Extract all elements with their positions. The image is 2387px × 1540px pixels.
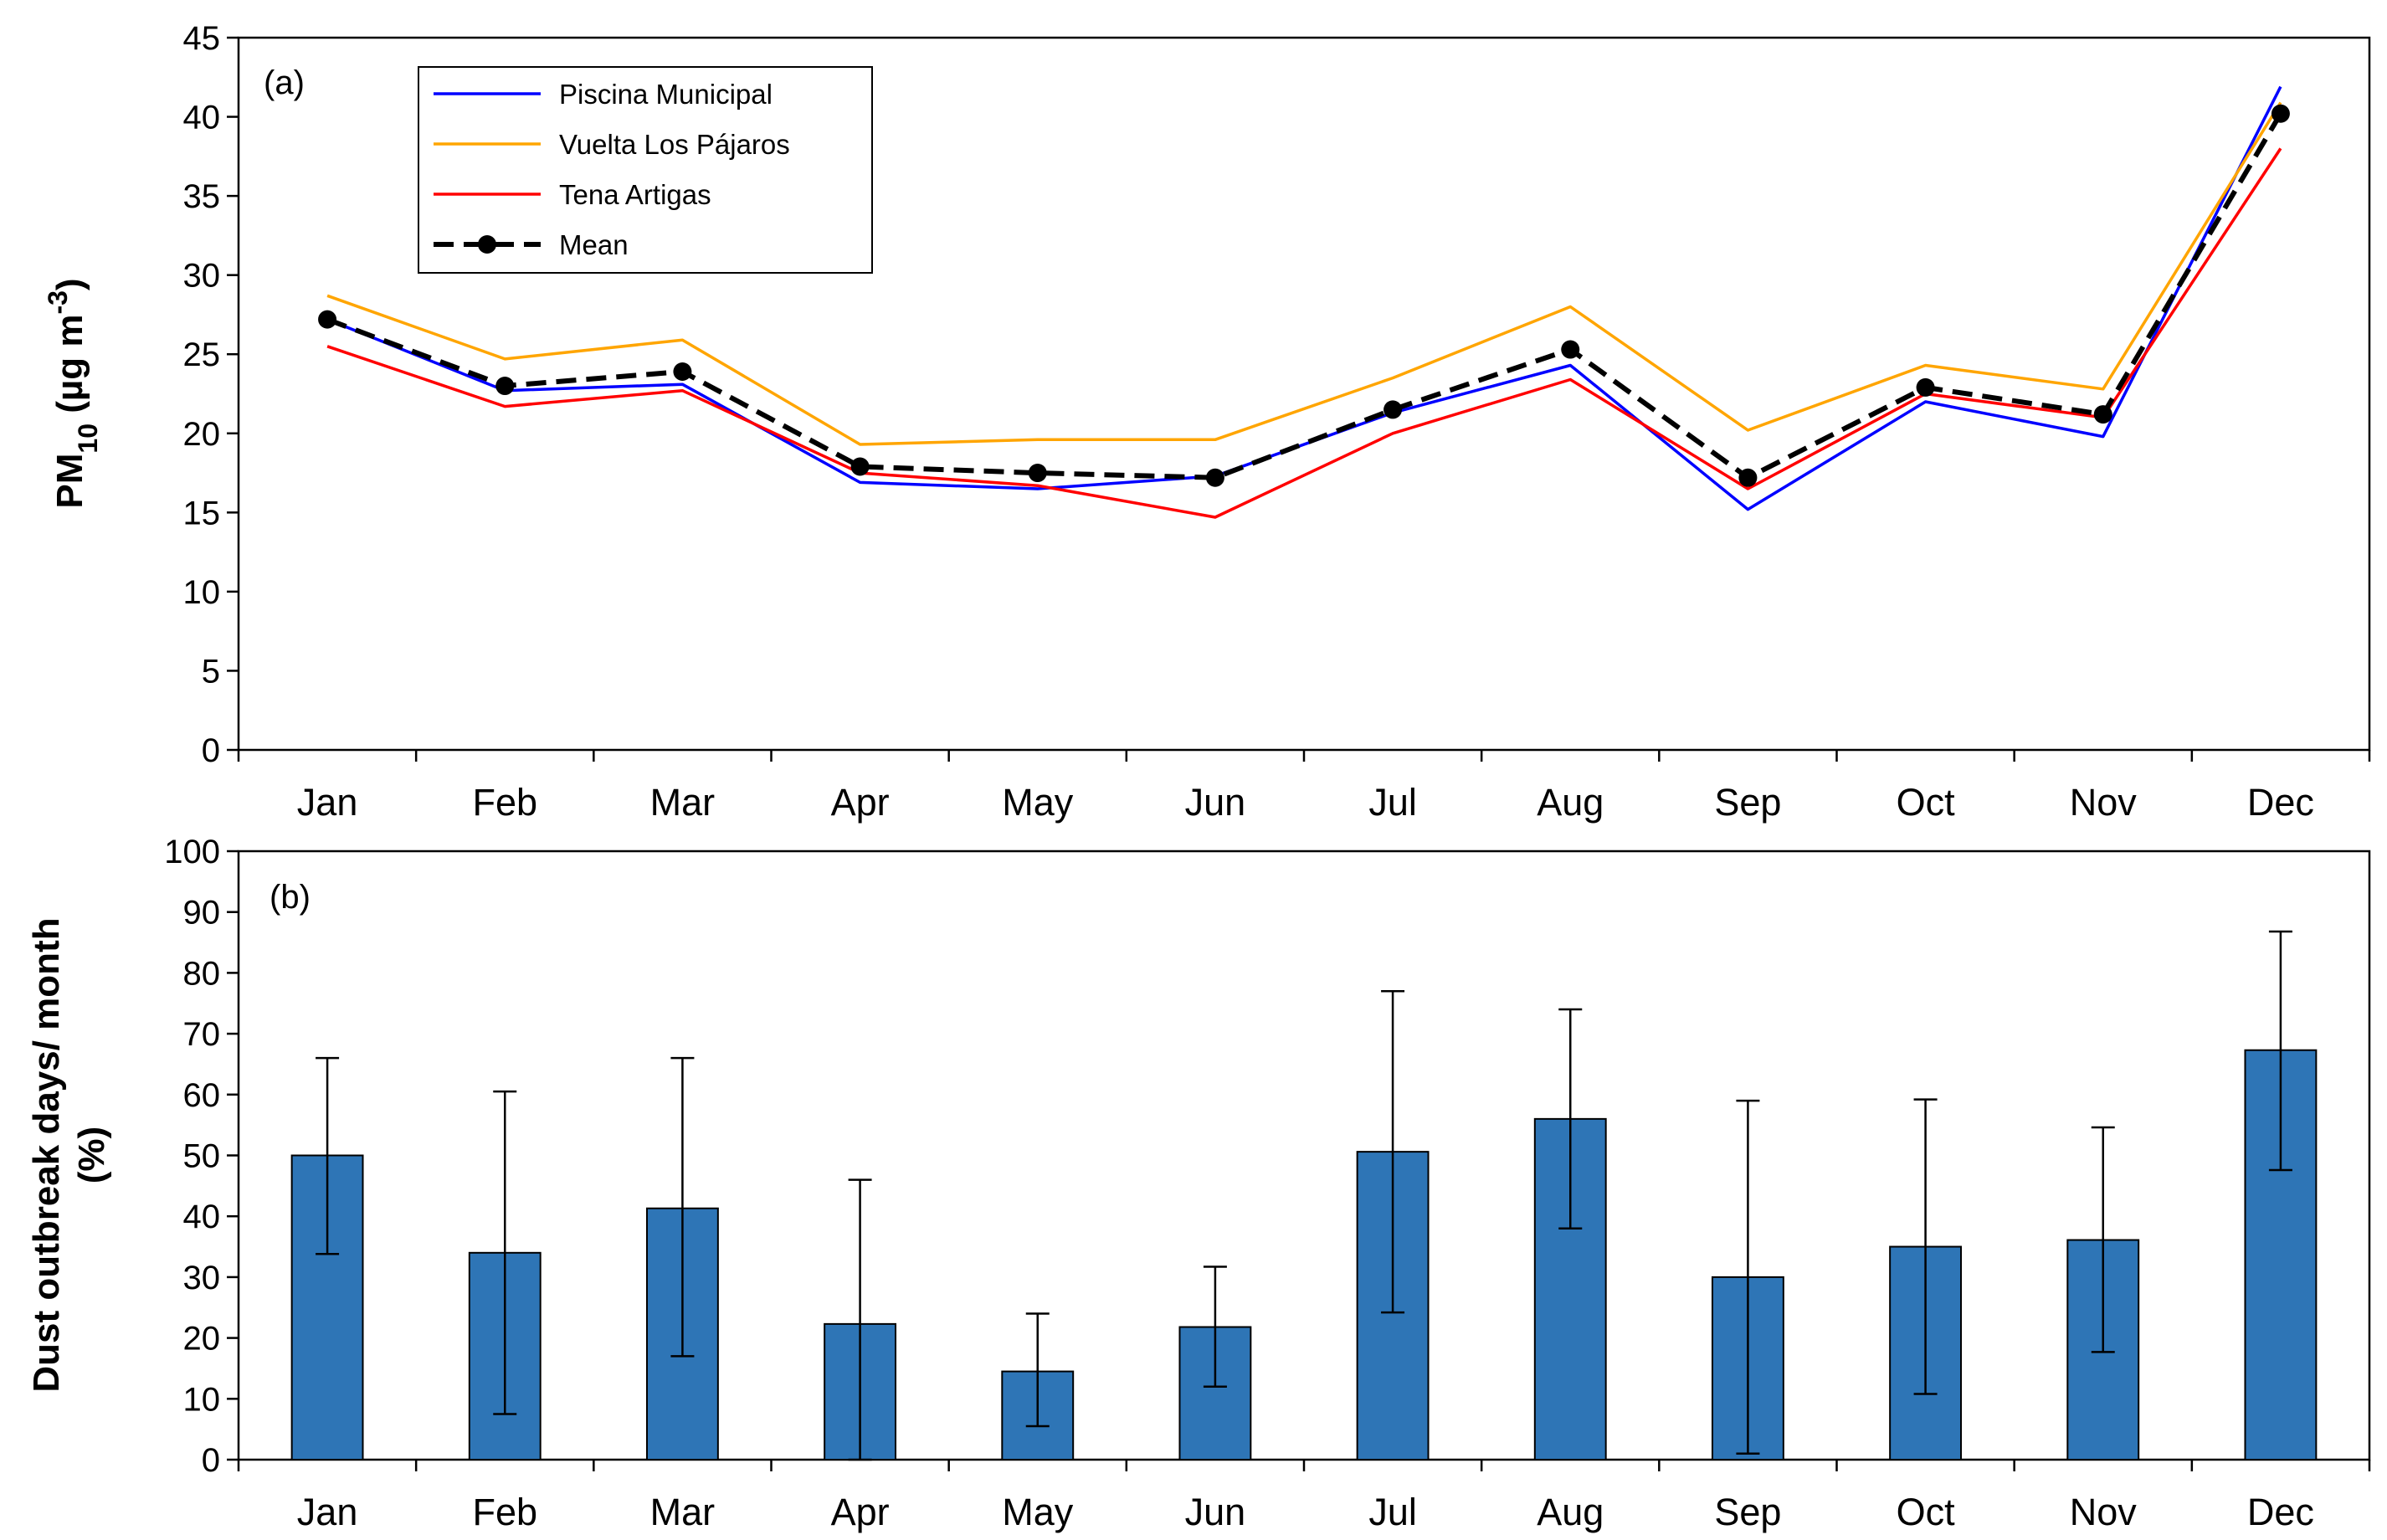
x-tick-label-dec: Dec (2247, 781, 2314, 824)
panel-a-legend: Piscina Municipal Vuelta Los Pájaros Tena … (418, 66, 873, 274)
series-line-tena-artigas (326, 147, 2282, 519)
x-tick-label-dec: Dec (2247, 1491, 2314, 1533)
mean-marker (1205, 468, 1224, 487)
legend-marker-mean (478, 235, 496, 254)
mean-marker (1028, 464, 1047, 483)
series-line-vuelta-los-pajaros (326, 101, 2282, 446)
x-tick-label-jan: Jan (297, 1491, 358, 1533)
panel-b-error-bars (316, 930, 2292, 1461)
y-tick-label: 20 (183, 416, 221, 453)
panel-a-mean-markers (318, 104, 2290, 487)
mean-marker (318, 310, 337, 329)
x-tick-label-sep: Sep (1714, 781, 1781, 824)
x-tick-label-feb: Feb (472, 781, 537, 824)
panel-a-x-axis: Jan Feb Mar Apr May Jun Jul Aug Sep Oct Nov Dec (237, 750, 2371, 824)
series-line-mean (326, 112, 2283, 480)
x-tick-label-nov: Nov (2070, 781, 2138, 824)
mean-marker (1561, 340, 1580, 359)
y-tick-label: 45 (183, 20, 221, 57)
panel-a-y-axis: 0 5 10 15 20 25 30 35 40 45 (183, 20, 239, 769)
panel-b-y-axis: 0 10 20 30 40 50 60 70 80 90 100 (164, 834, 239, 1479)
y-tick-label: 15 (183, 495, 221, 531)
y-tick-label: 0 (202, 732, 220, 769)
mean-marker (2093, 405, 2112, 424)
legend-label-mean: Mean (559, 229, 629, 260)
mean-marker (673, 362, 692, 382)
mean-marker (1916, 377, 1935, 397)
y-tick-label: 5 (202, 653, 220, 690)
x-tick-label-mar: Mar (650, 781, 716, 824)
x-tick-label-jul: Jul (1368, 781, 1417, 824)
y-tick-label: 50 (183, 1138, 221, 1175)
panel-b-y-axis-title-line1: Dust outbreak days/ month (26, 917, 67, 1392)
x-tick-label-apr: Apr (831, 781, 890, 824)
mean-marker (495, 377, 515, 396)
x-tick-label-feb: Feb (472, 1491, 537, 1533)
series-line-piscina-municipal (326, 85, 2282, 511)
legend-label-tena-artigas: Tena Artigas (559, 179, 711, 210)
y-tick-label: 70 (183, 1016, 221, 1053)
panel-b-tag: (b) (270, 879, 311, 916)
x-tick-label-oct: Oct (1897, 1491, 1956, 1533)
mean-marker (2271, 104, 2290, 123)
panel-b-dust-outbreak-bar-chart: 0 10 20 30 40 50 60 70 80 90 100 Jan Feb Mar Apr May Ju… (26, 834, 2371, 1533)
panel-a-tag: (a) (264, 64, 305, 101)
y-tick-label: 10 (183, 574, 221, 611)
y-tick-label: 100 (164, 834, 220, 870)
x-tick-label-may: May (1002, 1491, 1074, 1533)
x-tick-label-jun: Jun (1185, 1491, 1246, 1533)
y-tick-label: 60 (183, 1077, 221, 1114)
x-tick-label-jan: Jan (297, 781, 358, 824)
x-tick-label-sep: Sep (1714, 1491, 1781, 1533)
x-tick-label-mar: Mar (650, 1491, 716, 1533)
x-tick-label-oct: Oct (1897, 781, 1956, 824)
y-tick-label: 10 (183, 1381, 221, 1418)
panel-b-plot-frame (237, 850, 2371, 1461)
x-tick-label-jul: Jul (1368, 1491, 1417, 1533)
x-tick-label-apr: Apr (831, 1491, 890, 1533)
legend-label-piscina-municipal: Piscina Municipal (559, 79, 773, 110)
x-tick-label-jun: Jun (1185, 781, 1246, 824)
panel-b-bars (290, 1049, 2318, 1461)
x-tick-label-nov: Nov (2070, 1491, 2138, 1533)
mean-marker (850, 457, 870, 476)
x-tick-label-may: May (1002, 781, 1074, 824)
y-tick-label: 25 (183, 336, 221, 373)
panel-a-series-lines (326, 85, 2283, 519)
panel-b-x-axis: Jan Feb Mar Apr May Jun Jul Aug Sep Oct Nov Dec (237, 1460, 2371, 1533)
y-tick-label: 30 (183, 258, 221, 295)
y-tick-label: 35 (183, 178, 221, 215)
y-tick-label: 90 (183, 895, 221, 932)
x-tick-label-aug: Aug (1537, 1491, 1604, 1533)
y-tick-label: 0 (202, 1442, 220, 1479)
panel-a-pm10-line-chart: 0 5 10 15 20 25 30 35 40 45 Jan Feb Mar Apr May Jun Jul… (43, 20, 2371, 824)
panel-b-y-axis-title-line2: (%) (71, 1127, 112, 1183)
x-tick-label-aug: Aug (1537, 781, 1604, 824)
y-tick-label: 40 (183, 1199, 221, 1235)
y-tick-label: 80 (183, 955, 221, 992)
legend-label-vuelta-los-pajaros: Vuelta Los Pájaros (559, 129, 790, 160)
mean-marker (1383, 400, 1403, 419)
y-tick-label: 20 (183, 1321, 221, 1358)
y-tick-label: 40 (183, 100, 221, 136)
y-tick-label: 30 (183, 1260, 221, 1296)
panel-a-y-axis-title: PM10 (µg m-3) (43, 278, 103, 508)
mean-marker (1738, 468, 1758, 487)
